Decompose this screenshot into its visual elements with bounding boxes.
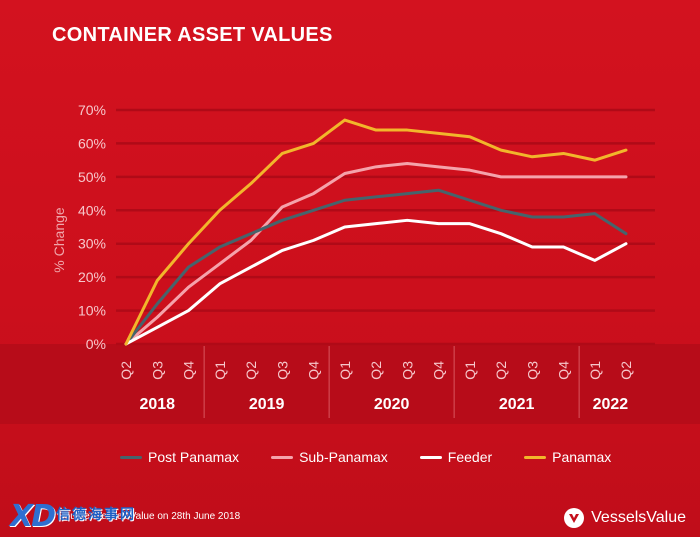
- year-label: 2018: [139, 396, 175, 413]
- legend-item-feeder: Feeder: [419, 449, 493, 465]
- legend-label: Panamax: [552, 449, 612, 465]
- x-tick-label: Q2: [243, 361, 259, 380]
- brand: VesselsValue: [563, 507, 686, 529]
- x-tick-label: Q3: [149, 361, 165, 380]
- legend-item-post-panamax: Post Panamax: [120, 449, 239, 465]
- source-note: Source: VesselsValue on 28th June 2018: [58, 511, 241, 522]
- year-label: 2019: [249, 396, 285, 413]
- legend-label: Sub-Panamax: [299, 449, 388, 465]
- x-tick-label: Q3: [524, 361, 540, 380]
- x-tick-label: Q1: [462, 361, 478, 380]
- legend-swatch: [120, 455, 142, 459]
- year-label: 2022: [593, 396, 629, 413]
- y-tick-labels: 0% 10% 20% 30% 40% 50% 60% 70%: [78, 102, 106, 352]
- x-tick-label: Q2: [493, 361, 509, 380]
- watermark-logo: XD: [10, 499, 56, 534]
- line-chart: 0%10%20%30%40%50%60%70% % Change Q2 Q3 Q4 Q…: [0, 102, 700, 424]
- watermark: XD 信德海事网: [10, 499, 136, 534]
- footer: Source: VesselsValue on 28th June 2018 X…: [0, 495, 700, 537]
- x-tick-labels: Q2 Q3 Q4 Q1 Q2 Q3 Q4 Q1 Q2 Q3 Q4 Q1 Q2 Q3 Q4 Q1 Q2: [118, 361, 634, 380]
- y-axis-label: % Change: [51, 207, 67, 273]
- brand-name: VesselsValue: [591, 509, 686, 526]
- x-tick-label: Q4: [431, 361, 447, 380]
- y-tick-label: 40%: [78, 202, 106, 218]
- x-tick-label: Q1: [337, 361, 353, 380]
- chart-title: CONTAINER ASSET VALUES: [52, 24, 333, 46]
- legend-item-sub-panamax: Sub-Panamax: [271, 449, 388, 465]
- year-label: 2020: [374, 396, 410, 413]
- x-tick-label: Q4: [306, 361, 322, 380]
- x-tick-label: Q2: [368, 361, 384, 380]
- x-tick-label: Q4: [556, 361, 572, 380]
- series-line-feeder: [124, 218, 628, 346]
- series-lines: [124, 118, 628, 346]
- y-tick-label: 10%: [78, 303, 106, 319]
- x-tick-label: Q2: [618, 361, 634, 380]
- x-tick-label: Q1: [212, 361, 228, 380]
- legend-swatch: [419, 455, 442, 459]
- legend-swatch: [271, 455, 294, 459]
- x-tick-label: Q2: [118, 361, 134, 380]
- x-tick-label: Q4: [181, 361, 197, 380]
- grid-lines: [116, 108, 655, 346]
- x-axis-band: [0, 344, 700, 424]
- y-tick-label: 70%: [78, 102, 106, 118]
- x-tick-label: Q3: [274, 361, 290, 380]
- y-tick-label: 0%: [86, 336, 106, 352]
- legend-label: Feeder: [447, 449, 493, 465]
- legend-label: Post Panamax: [148, 449, 240, 465]
- year-label: 2021: [499, 396, 535, 413]
- series-line-post-panamax: [124, 188, 628, 346]
- legend: Post Panamax Sub-Panamax Feeder Panamax: [120, 446, 680, 468]
- series-line-sub-panamax: [124, 161, 628, 346]
- legend-swatch: [524, 455, 547, 459]
- year-labels: 2018 2019 2020 2021 2022: [139, 346, 628, 418]
- legend-item-panamax: Panamax: [524, 449, 611, 465]
- y-tick-label: 60%: [78, 135, 106, 151]
- x-tick-label: Q1: [587, 361, 603, 380]
- vesselsvalue-logo-icon: [564, 508, 585, 528]
- x-tick-label: Q3: [399, 361, 415, 380]
- y-tick-label: 30%: [78, 236, 106, 252]
- series-line-panamax: [124, 118, 628, 346]
- watermark-text: 信德海事网: [56, 505, 137, 522]
- y-tick-label: 50%: [78, 169, 106, 185]
- y-tick-label: 20%: [78, 269, 106, 285]
